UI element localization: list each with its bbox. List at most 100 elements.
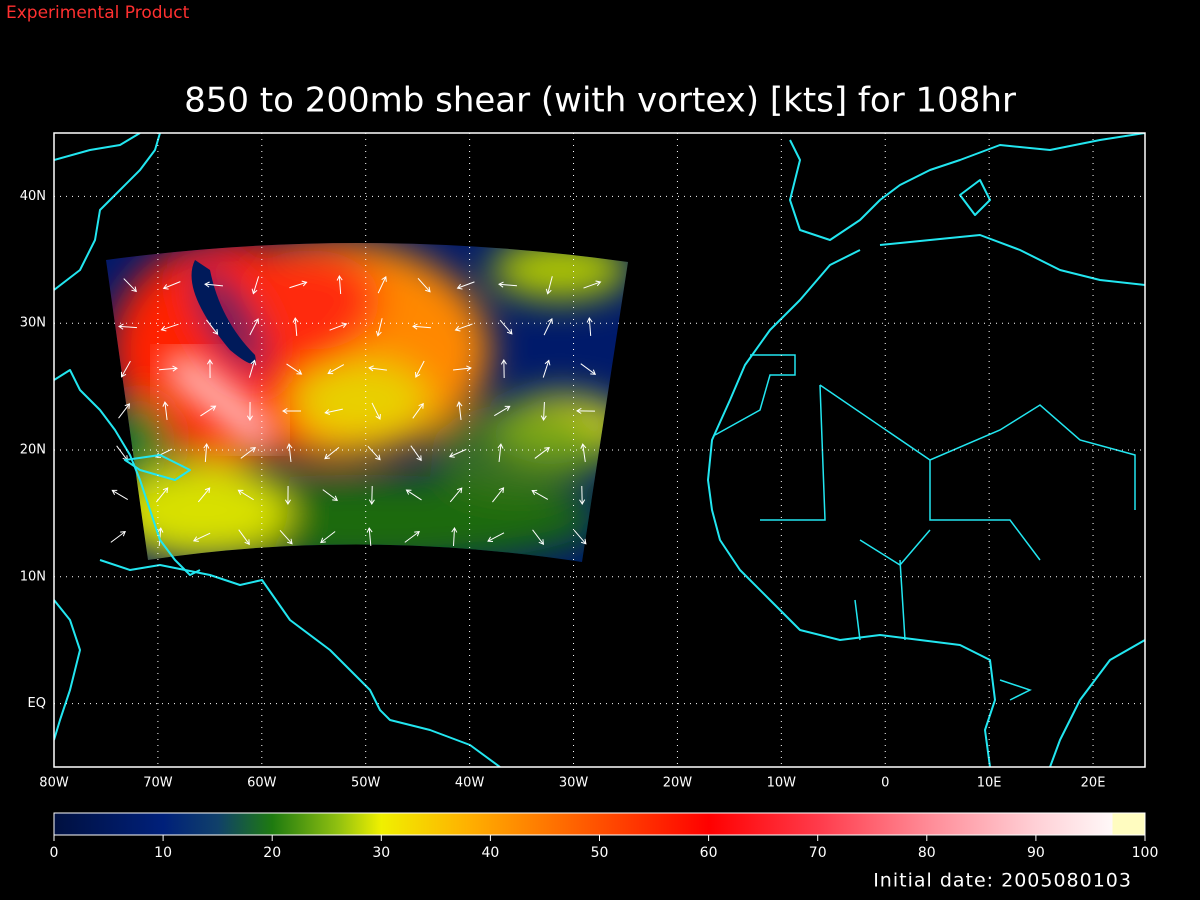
wind-vectors	[110, 275, 602, 547]
wind-head	[498, 281, 504, 288]
wind-head	[538, 539, 545, 545]
wind-shaft	[118, 325, 138, 329]
colorbar-tick-label: 40	[481, 845, 499, 861]
wind-vector	[284, 485, 291, 505]
wind-head	[504, 405, 511, 412]
wind-vector	[162, 401, 169, 420]
wind-vector	[404, 531, 420, 543]
colorbar-tick-label: 90	[1027, 845, 1045, 861]
wind-head	[368, 365, 374, 372]
wind-vector	[497, 443, 504, 463]
wind-head	[244, 539, 250, 546]
wind-head	[282, 407, 288, 414]
wind-shaft	[415, 360, 425, 378]
wind-head	[456, 401, 463, 407]
wind-shaft	[457, 281, 475, 289]
wind-head	[576, 407, 582, 414]
initial-date: Initial date: 2005080103	[873, 870, 1132, 892]
wind-head	[253, 318, 259, 325]
wind-vector	[282, 407, 302, 414]
wind-shaft	[329, 323, 347, 331]
wind-shaft	[118, 403, 130, 419]
wind-shaft	[121, 360, 131, 378]
wind-head	[580, 443, 587, 449]
wind-shaft	[377, 318, 383, 336]
wind-shaft	[547, 276, 553, 294]
lon-label: 10E	[977, 776, 1002, 791]
wind-vector	[162, 281, 181, 290]
wind-vector	[405, 489, 422, 501]
wind-head	[327, 368, 334, 375]
colorbar	[53, 812, 1146, 836]
wind-vector	[498, 281, 518, 288]
wind-head	[162, 401, 169, 407]
wind-vector	[204, 281, 224, 288]
wind-vector	[456, 401, 463, 420]
wind-head	[456, 283, 463, 290]
lon-label: 50W	[351, 776, 381, 791]
wind-vector	[248, 359, 257, 378]
wind-head	[124, 403, 131, 409]
wind-head	[425, 286, 431, 293]
wind-head	[324, 409, 331, 415]
wind-vector	[494, 405, 511, 417]
wind-vector	[286, 443, 293, 463]
wind-head	[332, 495, 338, 501]
colorbar-tick-label: 80	[918, 845, 936, 861]
wind-vector	[197, 487, 211, 503]
wind-vector	[412, 402, 424, 419]
colorbar-tick-label: 30	[372, 845, 390, 861]
wind-shaft	[240, 447, 256, 459]
wind-head	[497, 443, 504, 449]
wind-shaft	[453, 367, 471, 371]
wind-head	[210, 405, 217, 411]
wind-vector	[324, 408, 343, 415]
wind-vector	[586, 317, 593, 337]
wind-head	[540, 415, 547, 421]
wind-head	[162, 284, 169, 290]
wind-head	[292, 317, 299, 323]
lat-label: 40N	[20, 189, 46, 204]
wind-head	[111, 489, 118, 496]
wind-vector	[368, 485, 375, 505]
wind-vector	[500, 359, 507, 379]
wind-head	[212, 329, 219, 335]
graticule	[54, 133, 1145, 767]
wind-shaft	[164, 402, 168, 420]
wind-vector	[249, 318, 259, 336]
wind-shaft	[534, 447, 550, 459]
wind-vector	[118, 403, 131, 419]
colorbar-tick-label: 10	[154, 845, 172, 861]
wind-vector	[110, 531, 126, 543]
wind-vector	[206, 319, 219, 335]
wind-shaft	[200, 405, 216, 417]
wind-shaft	[338, 275, 342, 295]
wind-head	[296, 369, 303, 375]
lon-label: 20E	[1081, 776, 1106, 791]
wind-shaft	[542, 360, 550, 378]
lat-label: EQ	[28, 696, 46, 711]
wind-shaft	[582, 444, 586, 462]
wind-head	[545, 288, 552, 295]
wind-vector	[329, 322, 348, 331]
wind-head	[547, 318, 553, 324]
wind-head	[375, 454, 381, 461]
wind-head	[160, 325, 167, 332]
wind-head	[544, 446, 550, 453]
wind-vector	[451, 527, 458, 547]
wind-vector	[324, 446, 340, 460]
wind-shaft	[294, 317, 298, 337]
wind-vector	[158, 365, 178, 372]
wind-vector	[237, 489, 254, 501]
wind-head	[320, 537, 326, 544]
wind-shaft	[412, 325, 432, 329]
wind-head	[531, 489, 538, 496]
map-frame	[53, 132, 1146, 768]
wind-shaft	[498, 443, 502, 463]
wind-shaft	[371, 402, 381, 420]
wind-vector	[540, 401, 547, 421]
lon-label: 40W	[455, 776, 485, 791]
wind-head	[120, 531, 126, 537]
wind-head	[416, 455, 422, 462]
wind-head	[412, 323, 418, 330]
